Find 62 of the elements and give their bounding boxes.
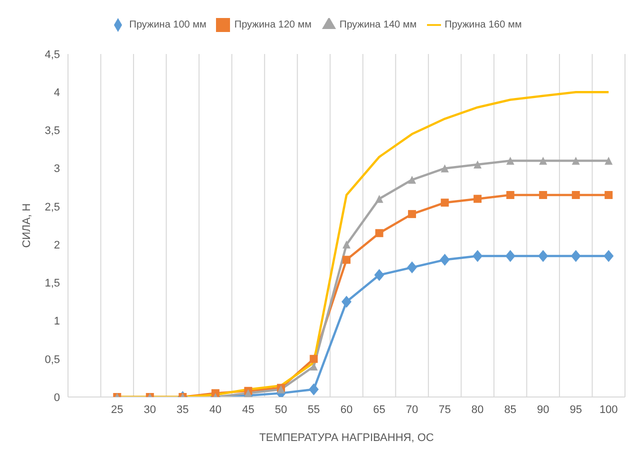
point: [342, 256, 350, 264]
x-tick-label: 45: [242, 404, 254, 416]
x-tick-label: 95: [570, 404, 582, 416]
x-tick-label: 25: [111, 404, 124, 416]
y-tick-label: 3,5: [44, 125, 60, 138]
y-axis-title: СИЛА, Н: [20, 203, 33, 248]
legend-label: Пружина 160 мм: [444, 20, 522, 31]
x-tick-label: 65: [373, 404, 386, 416]
point: [310, 362, 318, 371]
point: [408, 210, 416, 218]
point: [310, 354, 318, 363]
point: [408, 176, 416, 184]
x-tick-label: 40: [209, 404, 222, 416]
point: [407, 261, 418, 274]
point: [472, 250, 483, 262]
point: [604, 156, 613, 165]
point: [440, 198, 449, 207]
x-tick-label: 30: [144, 404, 156, 416]
legend-label: Пружина 120 мм: [234, 20, 312, 31]
x-axis-title: ТЕМПЕРАТУРА НАГРІВАННЯ, ОС: [259, 432, 434, 444]
point: [375, 194, 384, 203]
y-tick-label: 1,5: [44, 278, 60, 290]
legend-label: Пружина 140 мм: [340, 20, 417, 31]
point: [570, 250, 581, 262]
point: [374, 269, 384, 282]
point: [539, 156, 548, 165]
x-tick-label: 80: [471, 404, 484, 416]
x-tick-label: 55: [308, 404, 320, 416]
y-tick-label: 2,5: [44, 201, 60, 214]
x-tick-label: 60: [340, 404, 353, 416]
point: [474, 160, 482, 169]
point: [342, 240, 350, 249]
point: [440, 254, 450, 266]
x-tick-label: 90: [536, 404, 550, 416]
point: [572, 191, 580, 200]
point: [308, 383, 319, 396]
point: [342, 296, 352, 308]
y-tick-label: 2: [54, 239, 60, 252]
y-tick-label: 0: [54, 392, 60, 404]
x-tick-label: 35: [176, 404, 189, 416]
x-tick-label: 50: [274, 404, 288, 416]
y-tick-label: 3: [54, 163, 60, 176]
point: [506, 156, 514, 165]
y-tick-label: 4: [54, 87, 60, 100]
y-tick-label: 4,5: [44, 48, 60, 61]
point: [538, 250, 548, 262]
point: [474, 194, 482, 203]
point: [604, 250, 614, 262]
point: [375, 229, 384, 238]
y-tick-label: 0,5: [44, 354, 60, 366]
x-tick-label: 75: [438, 404, 451, 416]
x-tick-label: 85: [504, 404, 516, 416]
x-tick-label: 70: [406, 404, 418, 416]
point: [506, 191, 514, 200]
point: [440, 164, 449, 172]
point: [505, 250, 516, 262]
legend-label: Пружина 100 мм: [129, 20, 206, 31]
point: [572, 156, 580, 165]
point: [539, 191, 548, 200]
x-tick-label: 100: [599, 404, 618, 416]
point: [604, 191, 613, 200]
y-tick-label: 1: [54, 316, 60, 328]
